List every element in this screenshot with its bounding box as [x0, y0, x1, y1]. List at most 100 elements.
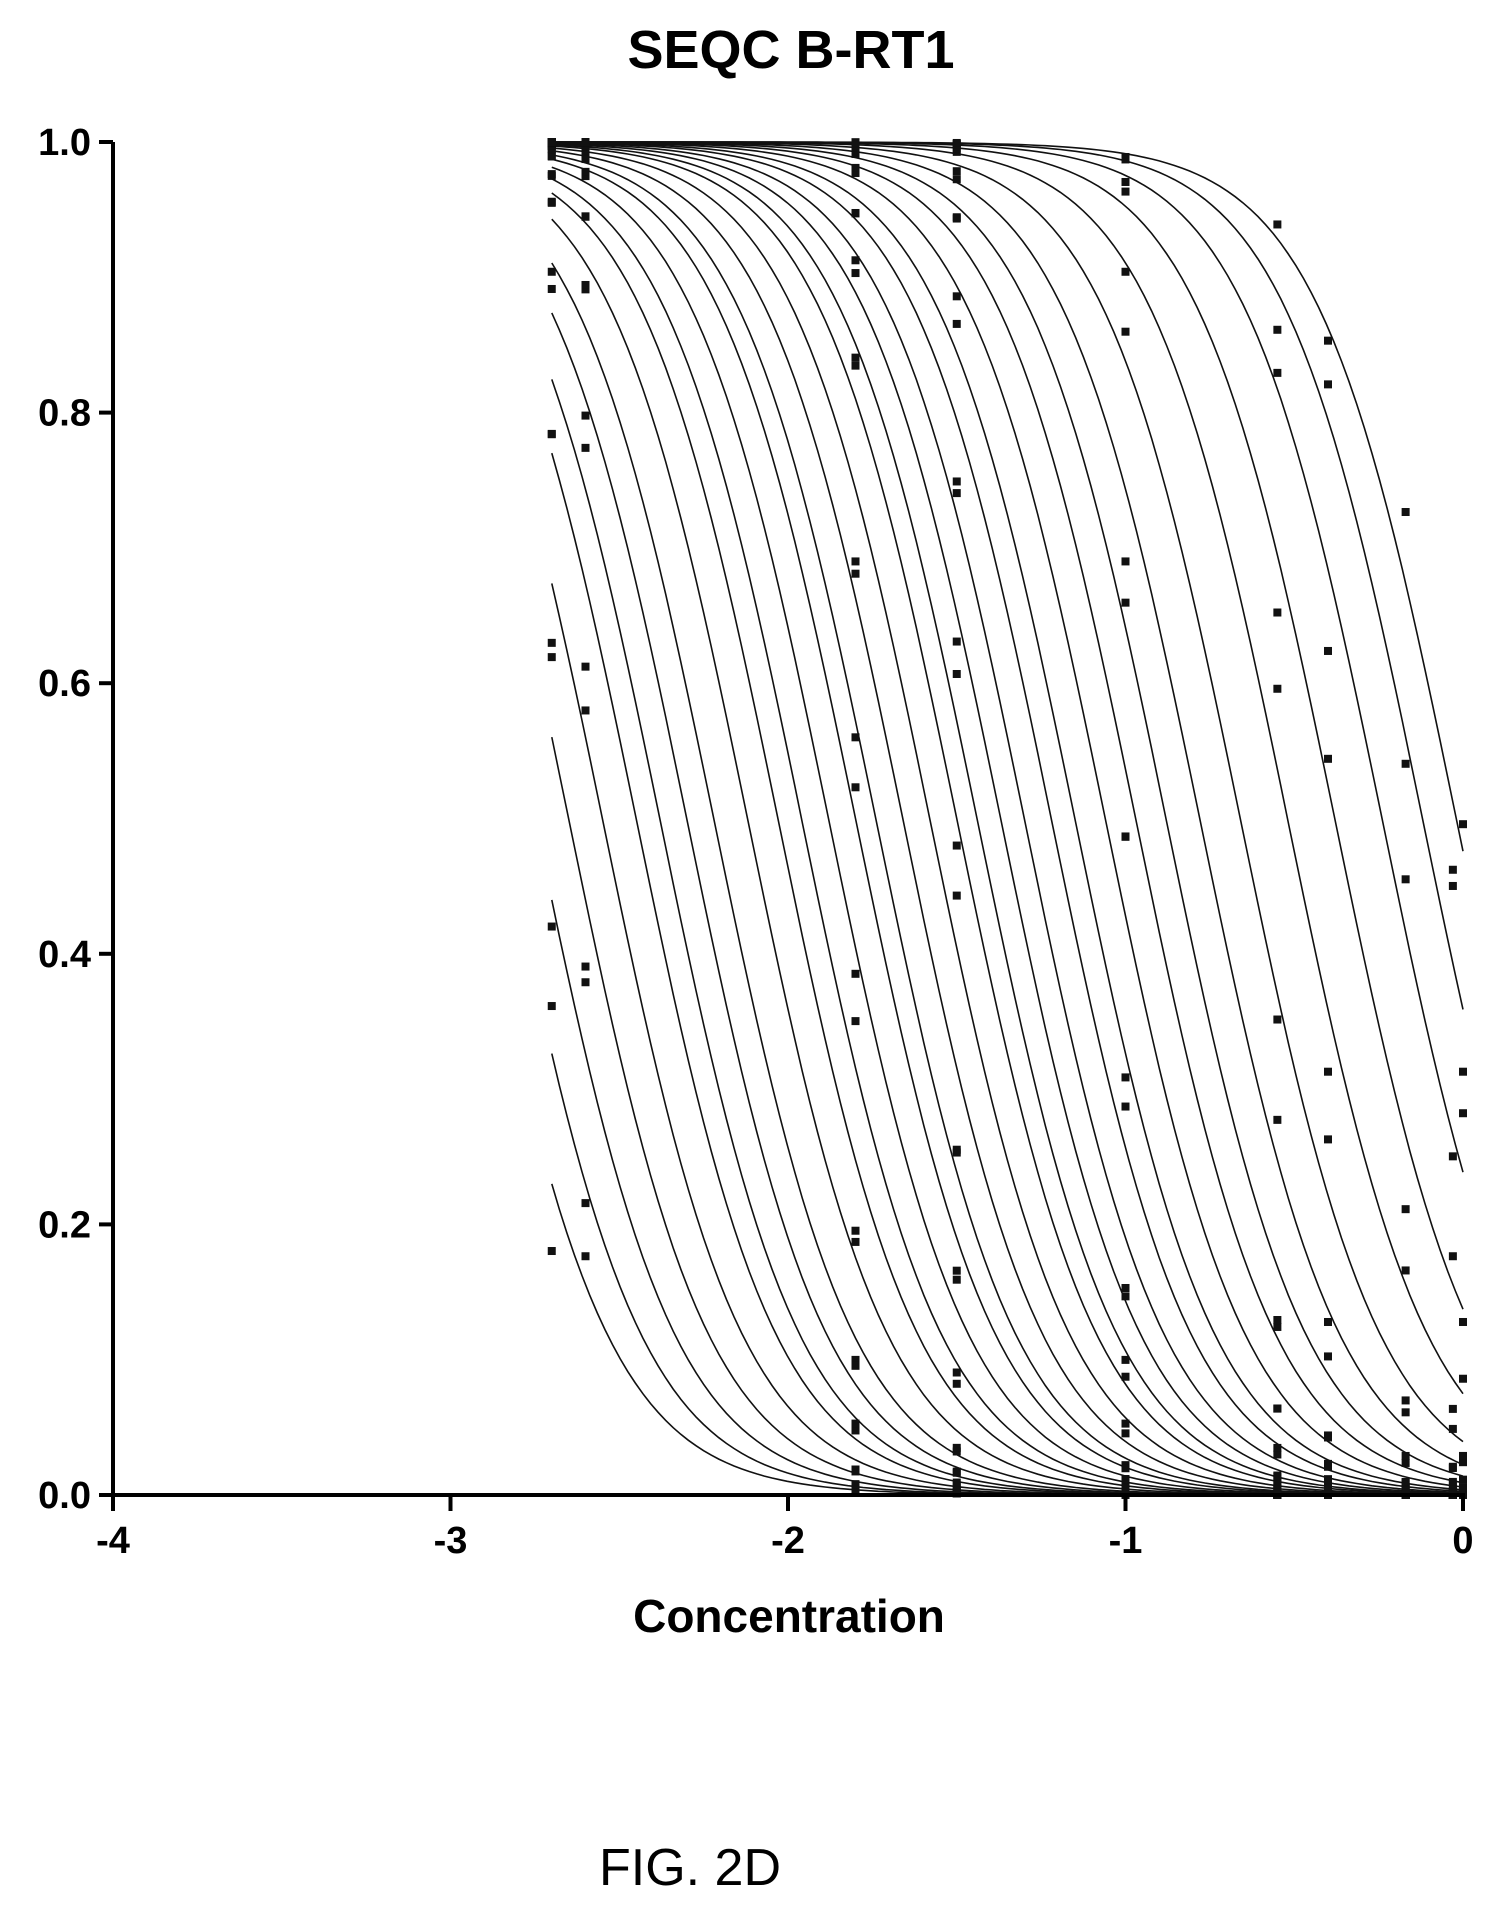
- fitted-curve: [551, 142, 1464, 1493]
- x-tick-label: -4: [96, 1520, 130, 1562]
- fitted-curve: [551, 141, 1464, 1310]
- data-point: [547, 170, 556, 179]
- data-point: [952, 214, 961, 223]
- data-point: [1273, 1443, 1282, 1452]
- data-point: [1448, 1252, 1457, 1261]
- fitted-curve: [551, 141, 1464, 1488]
- data-point: [1448, 1462, 1457, 1471]
- data-point: [581, 155, 590, 164]
- y-tick-label: 0.8: [38, 393, 91, 435]
- data-point: [851, 1419, 860, 1428]
- data-point: [952, 1368, 961, 1377]
- data-point: [547, 1247, 556, 1256]
- fitted-curve: [551, 150, 1464, 1496]
- data-point: [1459, 1451, 1467, 1460]
- data-point: [581, 706, 590, 715]
- data-point: [952, 841, 961, 850]
- data-point: [1401, 1458, 1410, 1467]
- data-point: [1273, 1480, 1282, 1489]
- data-point: [952, 1266, 961, 1275]
- data-point: [1121, 1372, 1130, 1381]
- data-point: [1121, 1482, 1130, 1491]
- data-point: [1401, 508, 1410, 517]
- data-point: [952, 669, 961, 678]
- data-point: [952, 637, 961, 646]
- fitted-curve: [551, 154, 1463, 1496]
- y-axis-ticks: 0.0 0.2 0.4 0.6 0.8 1.0: [38, 122, 113, 1517]
- data-point: [1121, 1419, 1130, 1428]
- data-point: [1459, 1483, 1467, 1492]
- data-point: [851, 353, 860, 362]
- data-point: [1121, 1073, 1130, 1082]
- data-point: [1121, 327, 1130, 336]
- data-point: [1324, 1484, 1332, 1493]
- data-point: [581, 411, 590, 420]
- data-point: [851, 1361, 860, 1370]
- data-point: [1401, 1266, 1410, 1275]
- fitted-curve: [551, 141, 1464, 1173]
- data-point: [581, 280, 590, 289]
- data-point: [547, 151, 556, 160]
- data-point: [851, 569, 860, 578]
- data-point: [1324, 1462, 1332, 1471]
- data-point: [1401, 1451, 1410, 1460]
- data-point: [952, 477, 961, 486]
- data-point: [1273, 608, 1282, 617]
- data-point: [1448, 1424, 1457, 1433]
- data-point: [1121, 1283, 1130, 1292]
- fitted-curve: [551, 141, 1464, 852]
- data-point: [547, 430, 556, 439]
- data-point: [1324, 1067, 1332, 1076]
- data-point: [851, 783, 860, 792]
- fitted-curve: [551, 142, 1464, 1494]
- data-point: [1401, 1205, 1410, 1214]
- data-point: [1121, 832, 1130, 841]
- data-point: [1324, 1352, 1332, 1361]
- data-point: [1273, 1485, 1282, 1494]
- data-point: [1448, 1486, 1457, 1495]
- data-point: [581, 1199, 590, 1208]
- y-tick-label: 0.0: [38, 1475, 91, 1517]
- data-points: [547, 138, 1467, 1499]
- data-point: [1324, 1317, 1332, 1326]
- data-point: [1459, 1109, 1467, 1118]
- fitted-curve: [551, 141, 1464, 1010]
- data-point: [851, 269, 860, 278]
- data-point: [547, 267, 556, 276]
- data-point: [1121, 267, 1130, 276]
- data-point: [581, 212, 590, 221]
- data-point: [1324, 754, 1332, 763]
- x-tick-label: -1: [1109, 1520, 1143, 1562]
- data-point: [851, 208, 860, 217]
- x-tick-label: -3: [434, 1520, 468, 1562]
- y-tick-label: 0.2: [38, 1204, 91, 1246]
- data-point: [851, 361, 860, 370]
- data-point: [1448, 1404, 1457, 1413]
- data-point: [1121, 1429, 1130, 1438]
- data-point: [1324, 1475, 1332, 1484]
- data-point: [581, 167, 590, 176]
- data-point: [1324, 336, 1332, 345]
- data-point: [1273, 684, 1282, 693]
- data-point: [1448, 1477, 1457, 1486]
- data-point: [1273, 1322, 1282, 1331]
- data-point: [851, 969, 860, 978]
- data-point: [851, 733, 860, 742]
- data-point: [952, 1478, 961, 1487]
- fitted-curve: [551, 142, 1464, 1491]
- data-point: [1273, 220, 1282, 229]
- data-point: [1401, 759, 1410, 768]
- data-point: [1273, 1404, 1282, 1413]
- data-point: [1121, 177, 1130, 186]
- data-point: [851, 163, 860, 172]
- data-point: [952, 144, 961, 153]
- data-point: [952, 175, 961, 184]
- data-point: [1459, 1067, 1467, 1076]
- data-point: [547, 1002, 556, 1011]
- data-point: [1121, 1464, 1130, 1473]
- y-tick-label: 0.6: [38, 663, 91, 705]
- fitted-curve: [551, 1183, 1463, 1496]
- data-point: [851, 169, 860, 178]
- fitted-curve: [551, 141, 1464, 1484]
